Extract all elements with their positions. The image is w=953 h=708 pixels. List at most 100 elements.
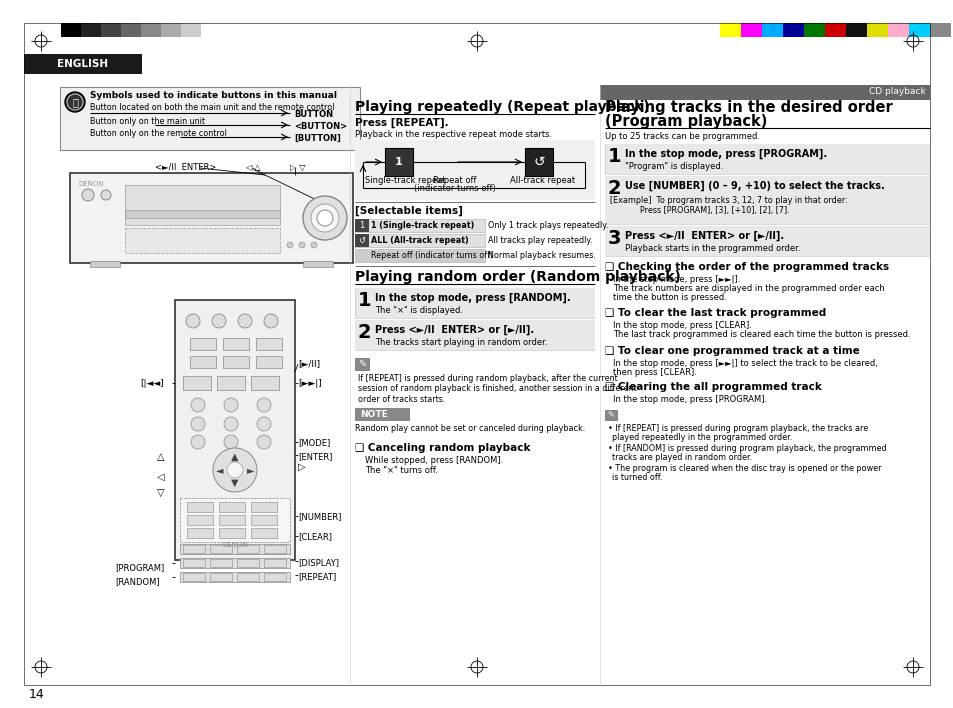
Bar (264, 573, 286, 581)
Bar (264, 559, 286, 567)
Circle shape (224, 435, 237, 449)
Bar (740, 23, 761, 37)
Bar (174, 300, 294, 560)
Text: The "×" is displayed.: The "×" is displayed. (375, 306, 462, 315)
Bar (303, 261, 333, 267)
Circle shape (227, 462, 243, 478)
Bar (219, 528, 245, 538)
Text: <BUTTON>: <BUTTON> (294, 122, 347, 131)
Text: [|◄◄]: [|◄◄] (140, 379, 164, 387)
Bar (236, 573, 258, 581)
Bar (201, 23, 221, 37)
Bar (141, 23, 161, 37)
Text: Up to 25 tracks can be programmed.: Up to 25 tracks can be programmed. (604, 132, 760, 141)
Text: tracks are played in random order.: tracks are played in random order. (612, 453, 751, 462)
Bar (24, 54, 142, 74)
Bar (251, 376, 278, 390)
Text: ▷ ▽: ▷ ▽ (290, 163, 305, 172)
Text: Symbols used to indicate buttons in this manual: Symbols used to indicate buttons in this… (90, 91, 336, 100)
Text: In the stop mode, press [►►|].: In the stop mode, press [►►|]. (613, 275, 740, 284)
Text: [Selectable items]: [Selectable items] (355, 206, 462, 216)
Text: All-track repeat: All-track repeat (510, 176, 575, 185)
Bar (90, 261, 120, 267)
Text: 14: 14 (29, 688, 45, 701)
Text: ALL (All-track repeat): ALL (All-track repeat) (371, 236, 468, 245)
Bar (599, 85, 929, 100)
Circle shape (224, 398, 237, 412)
Circle shape (237, 314, 252, 328)
Text: The track numbers are displayed in the programmed order each: The track numbers are displayed in the p… (613, 284, 883, 293)
Bar (782, 23, 803, 37)
Text: The tracks start playing in random order.: The tracks start playing in random order… (375, 338, 547, 347)
Bar (81, 23, 101, 37)
Text: In the stop mode, press [RANDOM].: In the stop mode, press [RANDOM]. (375, 293, 570, 303)
Text: Use [NUMBER] (0 – 9, +10) to select the tracks.: Use [NUMBER] (0 – 9, +10) to select the … (624, 181, 883, 191)
Text: [MODE]: [MODE] (297, 438, 330, 447)
Bar (219, 502, 245, 512)
Text: [►/II]: [►/II] (297, 360, 320, 368)
Text: <►/II  ENTER>: <►/II ENTER> (154, 163, 216, 172)
Text: BUTTON: BUTTON (294, 110, 333, 119)
Text: time the button is pressed.: time the button is pressed. (613, 293, 726, 302)
Bar (604, 144, 929, 174)
Text: • The program is cleared when the disc tray is opened or the power: • The program is cleared when the disc t… (607, 464, 881, 473)
Bar (887, 23, 908, 37)
Text: The last track programmed is cleared each time the button is pressed.: The last track programmed is cleared eac… (613, 330, 910, 339)
Bar (180, 544, 290, 554)
Text: ❑ To clear one programmed track at a time: ❑ To clear one programmed track at a tim… (604, 346, 859, 356)
Bar (190, 338, 215, 350)
Text: Single-track repeat: Single-track repeat (365, 176, 445, 185)
Circle shape (303, 196, 347, 240)
Text: Only 1 track plays repeatedly.: Only 1 track plays repeatedly. (488, 221, 608, 230)
Circle shape (213, 448, 256, 492)
Text: ❑ Canceling random playback: ❑ Canceling random playback (355, 443, 530, 453)
Bar (255, 338, 282, 350)
Text: The "×" turns off.: The "×" turns off. (365, 466, 437, 475)
Bar (125, 185, 280, 225)
Bar (385, 148, 413, 176)
Text: In the stop mode, press [PROGRAM].: In the stop mode, press [PROGRAM]. (624, 149, 826, 159)
Bar (355, 320, 595, 350)
Bar (355, 234, 484, 247)
Bar (223, 356, 249, 368)
Text: played repeatedly in the programmed order.: played repeatedly in the programmed orde… (612, 433, 791, 442)
Text: [RANDOM]: [RANDOM] (115, 577, 159, 586)
Text: In the stop mode, press [►►|] to select the track to be cleared,: In the stop mode, press [►►|] to select … (613, 359, 877, 368)
Text: Playback in the respective repeat mode starts.: Playback in the respective repeat mode s… (355, 130, 552, 139)
Text: Playing random order (Random playback): Playing random order (Random playback) (355, 270, 680, 284)
Bar (355, 249, 484, 262)
Circle shape (311, 242, 316, 248)
Bar (236, 545, 258, 553)
Text: • If [REPEAT] is pressed during program playback, the tracks are: • If [REPEAT] is pressed during program … (607, 424, 867, 433)
Text: △: △ (157, 452, 164, 462)
Text: CD playback: CD playback (868, 88, 925, 96)
Circle shape (65, 92, 85, 112)
Text: Button only on the main unit: Button only on the main unit (90, 117, 205, 126)
Text: 1: 1 (359, 221, 364, 230)
Text: Press [PROGRAM], [3], [+10], [2], [7].: Press [PROGRAM], [3], [+10], [2], [7]. (609, 206, 789, 215)
Bar (161, 23, 181, 37)
Bar (125, 210, 280, 218)
Bar (183, 545, 205, 553)
Text: 1 (Single-track repeat): 1 (Single-track repeat) (371, 221, 474, 230)
Text: Playing tracks in the desired order: Playing tracks in the desired order (604, 100, 892, 115)
Bar (251, 528, 276, 538)
Text: DENON: DENON (222, 542, 248, 548)
Text: 2: 2 (357, 323, 372, 342)
Text: Press [REPEAT].: Press [REPEAT]. (355, 118, 448, 128)
Bar (355, 219, 484, 232)
Bar (355, 140, 595, 200)
Bar (236, 559, 258, 567)
Text: 1: 1 (607, 147, 621, 166)
Text: ▲: ▲ (231, 452, 238, 462)
Text: ▽: ▽ (157, 488, 164, 498)
Text: Playing repeatedly (Repeat playback): Playing repeatedly (Repeat playback) (355, 100, 649, 114)
Bar (210, 545, 232, 553)
Text: • If [RANDOM] is pressed during program playback, the programmed: • If [RANDOM] is pressed during program … (607, 444, 885, 453)
Bar (101, 23, 121, 37)
Bar (187, 515, 213, 525)
Text: is turned off.: is turned off. (612, 473, 661, 482)
Text: If [REPEAT] is pressed during random playback, after the current
session of rand: If [REPEAT] is pressed during random pla… (357, 374, 636, 404)
Text: [NUMBER]: [NUMBER] (297, 512, 341, 521)
Text: All tracks play repeatedly.: All tracks play repeatedly. (488, 236, 592, 245)
